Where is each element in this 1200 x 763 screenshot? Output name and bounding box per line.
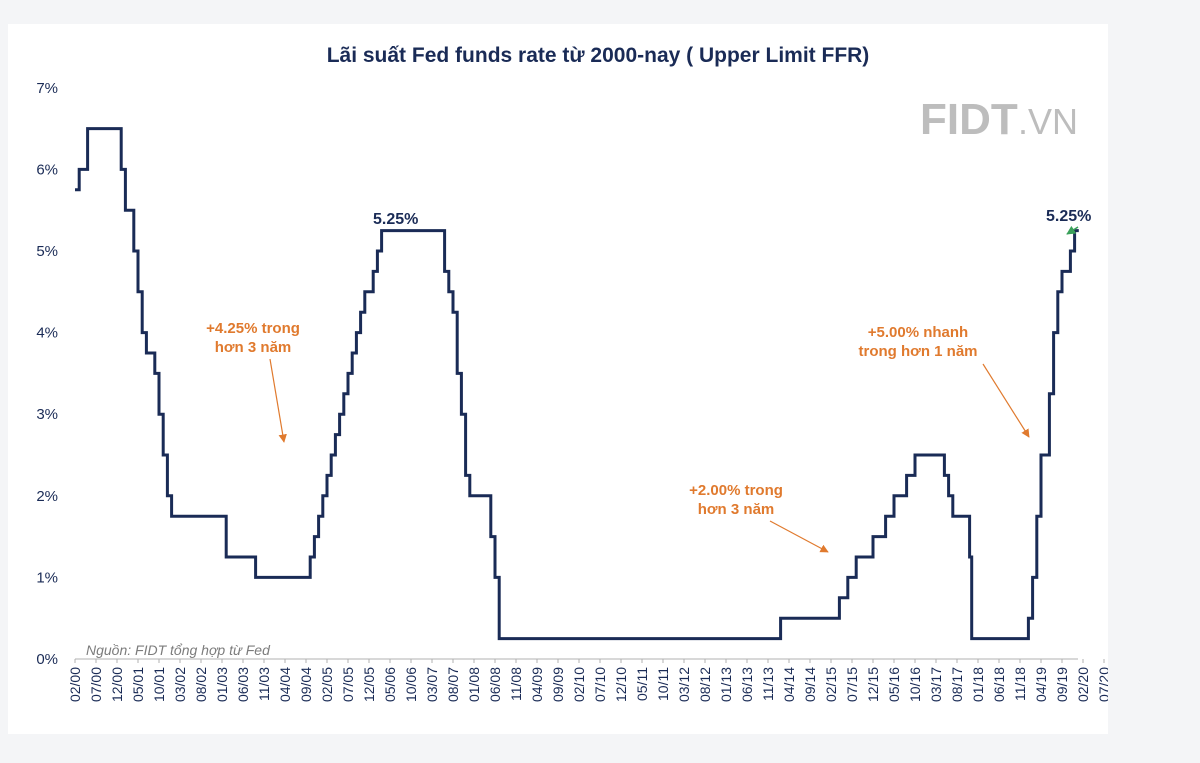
arrow-2022 [982,363,1030,438]
annotation-2015-line1: +2.00% trong [689,482,783,499]
annotation-2004: +4.25% trong hơn 3 năm [206,320,300,443]
x-tick-label: 12/10 [613,667,629,702]
x-tick-label: 11/13 [760,667,776,701]
x-tick-label: 11/18 [1012,667,1028,701]
x-tick-label: 03/17 [928,667,944,702]
x-tick-label: 11/08 [508,667,524,701]
x-tick-label: 07/05 [340,667,356,702]
annotation-2015: +2.00% trong hơn 3 năm [689,482,829,553]
watermark: FIDT .VN [920,95,1078,144]
x-tick-label: 07/00 [88,667,104,702]
x-tick-label: 06/08 [487,667,503,702]
x-tick-label: 02/15 [823,667,839,702]
x-tick-label: 02/20 [1075,667,1091,702]
x-tick-label: 08/17 [949,667,965,702]
x-tick-label: 01/13 [718,667,734,702]
y-axis-ticks: 0% 1% 2% 3% 4% 5% 6% 7% [36,80,58,668]
x-tick-label: 04/04 [277,667,293,702]
x-tick-label: 09/19 [1054,667,1070,702]
x-tick-label: 03/07 [424,667,440,702]
y-tick-label: 7% [36,80,58,97]
x-tick-label: 01/08 [466,667,482,702]
x-tick-label: 09/14 [802,667,818,702]
x-tick-label: 12/00 [109,667,125,702]
annotation-peak-2023: 5.25% [1046,208,1091,225]
x-tick-label: 08/07 [445,667,461,702]
chart-title: Lãi suất Fed funds rate từ 2000-nay ( Up… [327,44,870,67]
chart-card: Lãi suất Fed funds rate từ 2000-nay ( Up… [8,24,1108,734]
x-tick-label: 02/05 [319,667,335,702]
x-tick-label: 05/11 [634,667,650,701]
y-tick-label: 1% [36,569,58,586]
x-tick-label: 06/18 [991,667,1007,702]
x-tick-label: 07/20 [1096,667,1108,702]
arrow-2004 [269,358,287,443]
x-tick-label: 10/11 [655,667,671,701]
x-tick-label: 05/06 [382,667,398,702]
x-tick-label: 01/18 [970,667,986,702]
x-tick-label: 07/15 [844,667,860,702]
x-tick-label: 08/12 [697,667,713,702]
x-axis-ticks: 02/00 07/00 12/00 05/01 10/01 03/02 08/02 01/03… [67,659,1108,702]
x-tick-label: 11/03 [256,667,272,701]
annotation-2004-line2: hơn 3 năm [215,339,292,356]
y-tick-label: 0% [36,651,58,668]
x-tick-label: 08/02 [193,667,209,702]
x-tick-label: 09/04 [298,667,314,702]
annotation-2022-line1: +5.00% nhanh [868,324,968,341]
watermark-logo: FIDT [920,95,1018,144]
y-tick-label: 5% [36,243,58,260]
x-tick-label: 02/10 [571,667,587,702]
y-tick-label: 2% [36,488,58,505]
x-tick-label: 12/15 [865,667,881,702]
x-tick-label: 04/19 [1033,667,1049,702]
x-tick-label: 10/16 [907,667,923,702]
x-tick-label: 06/13 [739,667,755,702]
x-tick-label: 03/12 [676,667,692,702]
x-tick-label: 10/06 [403,667,419,702]
x-tick-label: 05/01 [130,667,146,702]
annotation-2004-line1: +4.25% trong [206,320,300,337]
annotation-2015-line2: hơn 3 năm [698,501,775,518]
x-tick-label: 04/09 [529,667,545,702]
y-tick-label: 6% [36,161,58,178]
x-tick-label: 02/00 [67,667,83,702]
x-tick-label: 01/03 [214,667,230,702]
arrow-2015 [769,520,829,553]
y-tick-label: 4% [36,325,58,342]
y-tick-label: 3% [36,406,58,423]
chart: Lãi suất Fed funds rate từ 2000-nay ( Up… [36,44,1108,702]
annotation-2022-line2: trong hơn 1 năm [859,343,978,360]
annotation-2022: +5.00% nhanh trong hơn 1 năm [859,324,1030,438]
series-line-fed-rate [75,127,1079,641]
x-tick-label: 03/02 [172,667,188,702]
x-tick-label: 12/05 [361,667,377,702]
x-tick-label: 04/14 [781,667,797,702]
x-tick-label: 06/03 [235,667,251,702]
x-tick-label: 05/16 [886,667,902,702]
watermark-domain: .VN [1018,101,1078,142]
x-tick-label: 07/10 [592,667,608,702]
source-note: Nguồn: FIDT tổng hợp từ Fed [86,642,271,658]
arrow-peak-2023 [1066,225,1079,235]
x-tick-label: 10/01 [151,667,167,702]
x-tick-label: 09/09 [550,667,566,702]
annotation-peak-2006: 5.25% [373,211,418,228]
